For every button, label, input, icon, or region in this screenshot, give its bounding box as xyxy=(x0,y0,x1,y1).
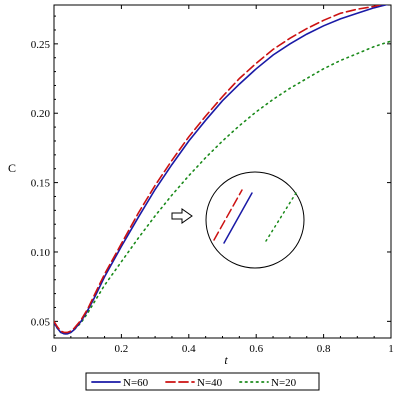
y-tick-label: 0.25 xyxy=(31,39,51,51)
inset-arrow xyxy=(171,208,193,224)
y-axis-label: C xyxy=(8,161,16,175)
inset-segment-n-20 xyxy=(265,192,297,242)
legend-label-n-40: N=40 xyxy=(197,377,223,389)
plot-frame xyxy=(53,4,392,339)
zoom-inset xyxy=(171,171,305,269)
x-axis-ticks: 0 0.2 0.4 0.6 0.8 1 xyxy=(51,5,394,355)
legend: N=60 N=40 N=20 xyxy=(85,372,320,391)
x-tick-label: 0.4 xyxy=(182,343,196,355)
series-line-n-60 xyxy=(54,5,389,335)
y-tick-label: 0.20 xyxy=(31,108,51,120)
legend-label-n-60: N=60 xyxy=(123,377,149,389)
legend-label-n-20: N=20 xyxy=(271,377,297,389)
y-tick-label: 0.15 xyxy=(31,178,51,190)
x-tick-label: 0.2 xyxy=(115,343,129,355)
plot-axes xyxy=(53,4,392,339)
x-tick-label: 1 xyxy=(388,343,394,355)
x-tick-label: 0 xyxy=(51,343,57,355)
series-lines xyxy=(54,5,391,335)
y-axis-ticks: 0.05 0.10 0.15 0.20 0.25 xyxy=(31,15,391,336)
inset-segment-n-40 xyxy=(213,189,243,241)
inset-circle xyxy=(205,171,305,269)
x-tick-label: 0.8 xyxy=(317,343,331,355)
x-axis-label: t xyxy=(224,353,228,367)
x-tick-label: 0.6 xyxy=(249,343,263,355)
y-tick-label: 0.05 xyxy=(31,316,51,328)
legend-box xyxy=(85,372,320,391)
inset-segment-n-60 xyxy=(223,192,253,244)
y-tick-label: 0.10 xyxy=(31,247,51,259)
series-line-n-40 xyxy=(54,5,383,334)
